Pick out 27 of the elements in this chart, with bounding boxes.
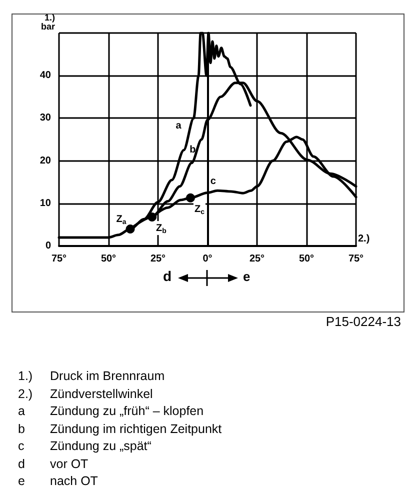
x-tick-label: 50°: [100, 254, 116, 264]
y-tick-label: 20: [40, 155, 52, 166]
x-tick-label: 25°: [249, 254, 265, 264]
annotation: a: [176, 120, 182, 132]
text: 1.) Druck im Brennraum: [18, 369, 165, 383]
x-axis-title: 2.): [358, 234, 370, 244]
text: e: [243, 269, 250, 284]
text: b Zündung im richtigen Zeitpunkt: [18, 422, 222, 436]
y-tick-label: 30: [40, 112, 52, 124]
text: 2.) Zündverstellwinkel: [18, 386, 153, 400]
text: d vor OT: [18, 456, 88, 470]
text: P15-0224-13: [326, 314, 401, 329]
y-tick-label: 40: [40, 70, 52, 82]
x-tick-label: 0°: [202, 254, 212, 264]
text: d: [163, 268, 172, 284]
x-tick-label: 50°: [298, 254, 314, 264]
annotation: b: [190, 144, 196, 156]
x-tick-label: 75°: [51, 254, 67, 264]
y-tick-label: 0: [45, 240, 52, 252]
y-axis-title: 1.) bar: [40, 12, 56, 32]
text: e nach OT: [18, 474, 98, 488]
text: a Zündung zu „früh“ – klopfen: [18, 404, 204, 418]
annotation: c: [210, 176, 216, 187]
y-tick-label: 10: [40, 198, 52, 209]
x-tick-label: 25°: [150, 254, 166, 264]
text: c Zündung zu „spät“: [18, 439, 152, 453]
x-tick-label: 75°: [348, 254, 364, 264]
